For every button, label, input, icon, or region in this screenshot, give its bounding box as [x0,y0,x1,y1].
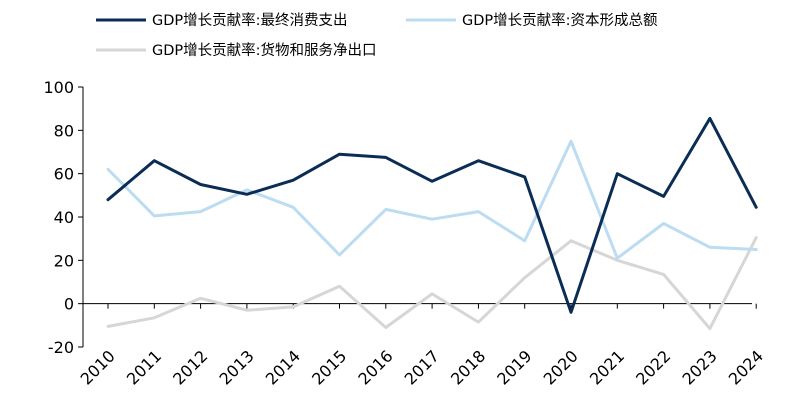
legend-label-net-exports: GDP增长贡献率:货物和服务净出口 [152,42,377,59]
y-tick-label: 80 [54,121,74,140]
x-tick-label: 2024 [725,346,767,388]
y-tick-label: 0 [64,295,74,314]
x-tick-label: 2017 [401,346,443,388]
series-layer [106,116,758,331]
series-line-consumption [106,116,758,314]
legend-item-consumption: GDP增长贡献率:最终消费支出 [96,12,348,29]
x-tick-label: 2018 [447,346,489,388]
y-tick-label: 60 [54,165,74,184]
series-line-capital-formation [106,139,758,260]
legend-label-consumption: GDP增长贡献率:最终消费支出 [152,12,348,29]
x-tick-label: 2023 [679,346,721,388]
legend-label-capital-formation: GDP增长贡献率:资本形成总额 [462,12,658,29]
legend: GDP增长贡献率:最终消费支出 GDP增长贡献率:资本形成总额 GDP增长贡献率… [96,12,658,59]
x-tick-label: 2022 [632,346,674,388]
x-tick-label: 2016 [354,346,396,388]
series-line-net-exports [106,236,758,331]
y-tick-label: 40 [54,208,74,227]
x-tick-label: 2015 [308,346,350,388]
y-tick-label: 100 [43,78,74,97]
x-tick-label: 2010 [77,346,119,388]
y-tick-label: 20 [54,251,74,270]
x-tick-label: 2013 [216,346,258,388]
legend-item-capital-formation: GDP增长贡献率:资本形成总额 [406,12,658,29]
x-tick-label: 2012 [169,346,211,388]
y-tick-label: -20 [48,338,74,357]
x-tick-label: 2021 [586,346,628,388]
x-tick-label: 2011 [123,346,165,388]
x-tick-label: 2020 [540,346,582,388]
x-tick-label: 2019 [493,346,535,388]
legend-item-net-exports: GDP增长贡献率:货物和服务净出口 [96,42,377,59]
x-tick-label: 2014 [262,346,304,388]
